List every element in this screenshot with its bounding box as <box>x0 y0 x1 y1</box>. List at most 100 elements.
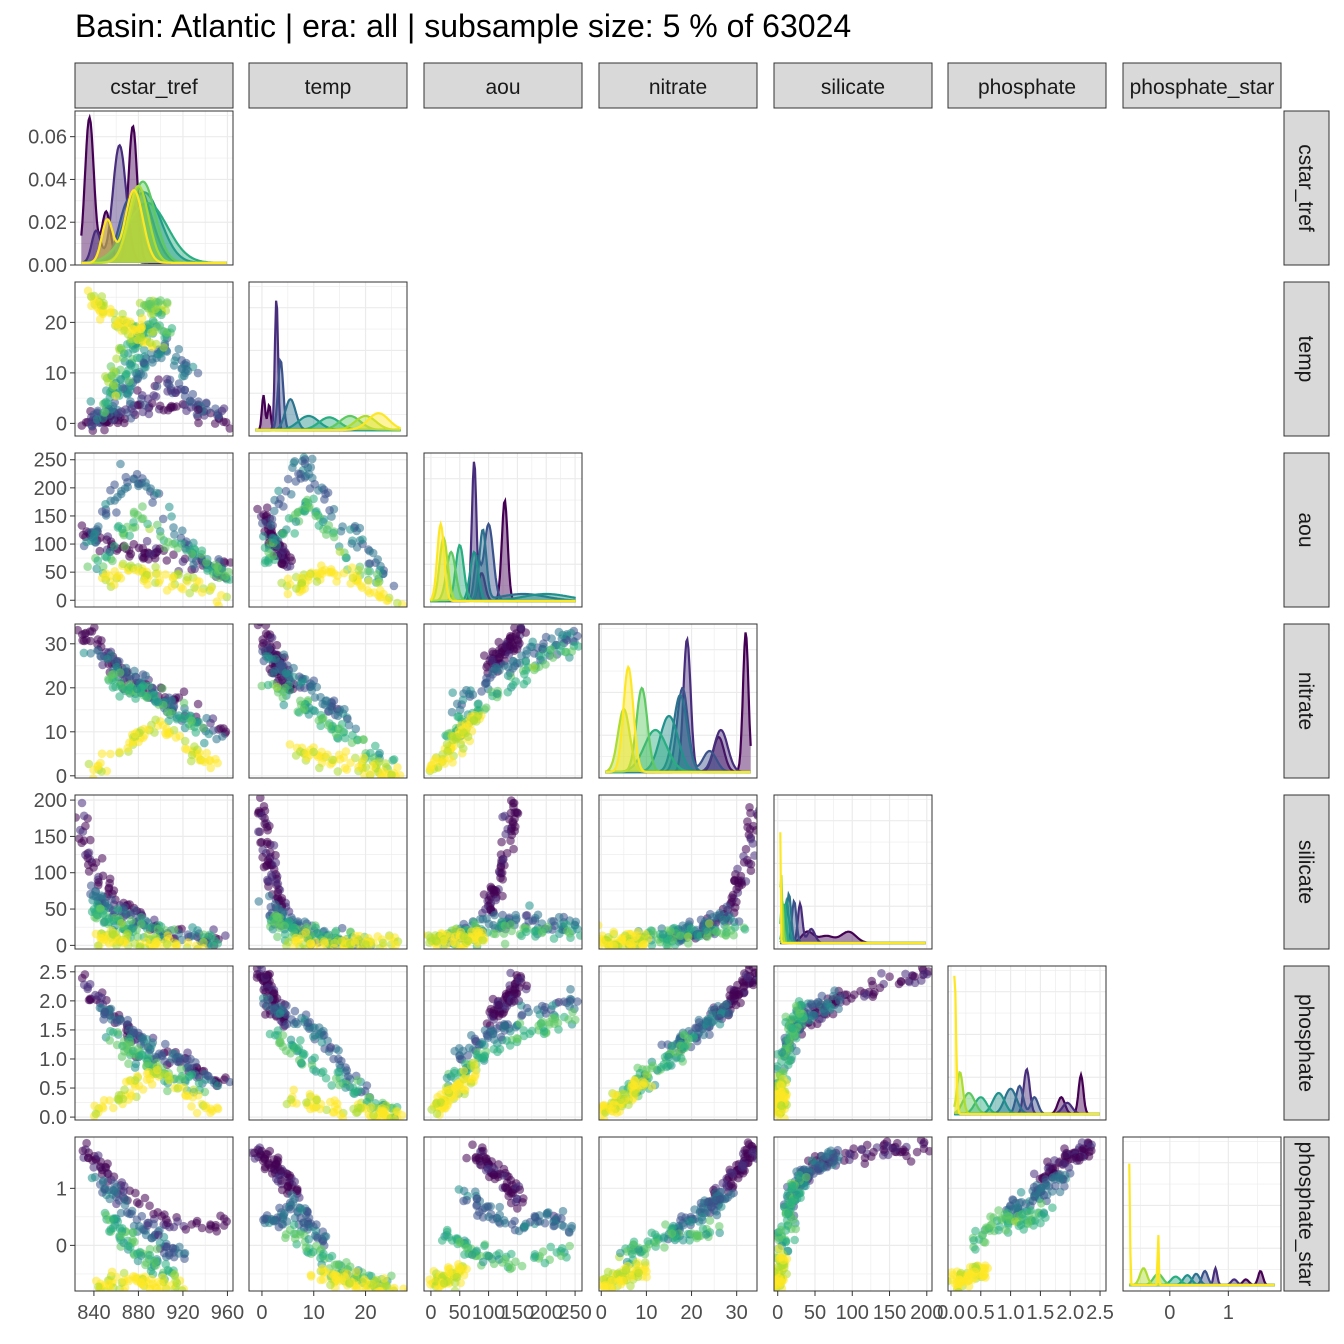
data-point <box>137 919 146 929</box>
data-point <box>164 380 174 389</box>
data-point <box>630 1076 640 1086</box>
data-point <box>323 720 333 730</box>
data-point <box>150 691 159 700</box>
data-point <box>309 1032 318 1041</box>
data-point <box>187 716 196 726</box>
data-point <box>181 1225 191 1234</box>
data-point <box>453 733 462 742</box>
data-point <box>213 939 223 948</box>
data-point <box>489 1029 498 1038</box>
data-point <box>97 292 107 301</box>
data-point <box>286 553 295 562</box>
data-point <box>156 1279 166 1288</box>
data-point <box>299 704 309 714</box>
data-point <box>132 353 142 363</box>
panel-cstar_tref-vs-cstar_tref <box>74 110 234 266</box>
data-point <box>554 912 564 922</box>
data-point <box>117 918 126 928</box>
density-area-group-6 <box>605 688 751 772</box>
data-point <box>363 566 373 576</box>
data-point <box>366 748 375 758</box>
data-point <box>125 376 134 386</box>
data-point <box>130 565 140 575</box>
density-area-group-1 <box>954 1069 1100 1114</box>
scatter-points <box>253 453 407 607</box>
data-point <box>279 650 289 659</box>
data-point <box>162 586 172 595</box>
data-point <box>281 486 291 496</box>
scatter-points <box>252 966 407 1120</box>
data-point <box>536 651 546 660</box>
density-area-group-4 <box>81 192 227 263</box>
scatter-points <box>78 1138 231 1291</box>
data-point <box>133 373 143 382</box>
data-point <box>197 588 207 597</box>
data-point <box>353 1103 363 1113</box>
density-area-group-8 <box>605 667 751 772</box>
data-point <box>138 670 148 679</box>
data-point <box>269 1003 279 1012</box>
data-point <box>746 866 756 875</box>
density-area-group-2 <box>81 198 227 263</box>
strip-right-phosphate_star: phosphate_star <box>1283 1136 1330 1292</box>
data-point <box>127 916 136 926</box>
data-point <box>135 1199 144 1209</box>
panel-phosphate_star-vs-cstar_tref <box>74 1136 234 1292</box>
density-curves <box>779 832 926 945</box>
data-point <box>171 733 181 742</box>
data-point <box>777 1048 787 1057</box>
data-point <box>202 713 211 723</box>
data-point <box>436 1098 446 1107</box>
data-point <box>389 581 399 591</box>
data-point <box>664 1052 673 1062</box>
data-point <box>169 1222 179 1232</box>
data-point <box>217 406 227 416</box>
data-point <box>105 1283 115 1291</box>
data-point <box>270 1217 279 1226</box>
gridlines <box>249 282 407 436</box>
data-point <box>207 932 216 941</box>
data-point <box>792 1046 801 1056</box>
data-point <box>797 1001 807 1010</box>
data-point <box>100 1007 110 1017</box>
data-point <box>124 1059 133 1068</box>
panel-silicate-vs-cstar_tref <box>74 794 234 950</box>
data-point <box>729 930 738 940</box>
data-point <box>787 1052 796 1062</box>
data-point <box>486 885 496 894</box>
data-point <box>262 970 271 980</box>
data-point <box>125 682 134 692</box>
data-point <box>471 1070 480 1079</box>
data-point <box>152 488 161 498</box>
data-point <box>616 1095 626 1104</box>
data-point <box>148 1038 158 1047</box>
data-point <box>129 539 139 549</box>
data-point <box>155 575 165 585</box>
data-point <box>746 859 756 869</box>
data-point <box>339 568 349 578</box>
strip-label-cstar_tref: cstar_tref <box>110 76 198 99</box>
data-point <box>548 1001 557 1010</box>
data-point <box>213 562 222 572</box>
data-point <box>180 391 190 401</box>
data-point <box>296 678 306 687</box>
data-point <box>312 1095 322 1105</box>
data-point <box>286 1095 296 1104</box>
data-point <box>100 408 110 417</box>
data-point <box>456 943 465 949</box>
data-point <box>78 1146 88 1156</box>
strip-top-phosphate: phosphate <box>947 62 1107 109</box>
data-point <box>124 388 133 398</box>
data-point <box>110 567 119 576</box>
data-point <box>127 1209 136 1219</box>
panel-temp-vs-cstar_tref <box>74 281 234 437</box>
strip-top-cstar_tref: cstar_tref <box>74 62 234 109</box>
data-point <box>143 580 152 589</box>
density-area-group-8 <box>430 524 576 601</box>
data-point <box>507 926 516 936</box>
data-point <box>148 498 157 507</box>
data-point <box>741 844 751 854</box>
data-point <box>179 1083 188 1092</box>
data-point <box>493 1047 502 1057</box>
panel-silicate-vs-aou <box>423 794 583 950</box>
